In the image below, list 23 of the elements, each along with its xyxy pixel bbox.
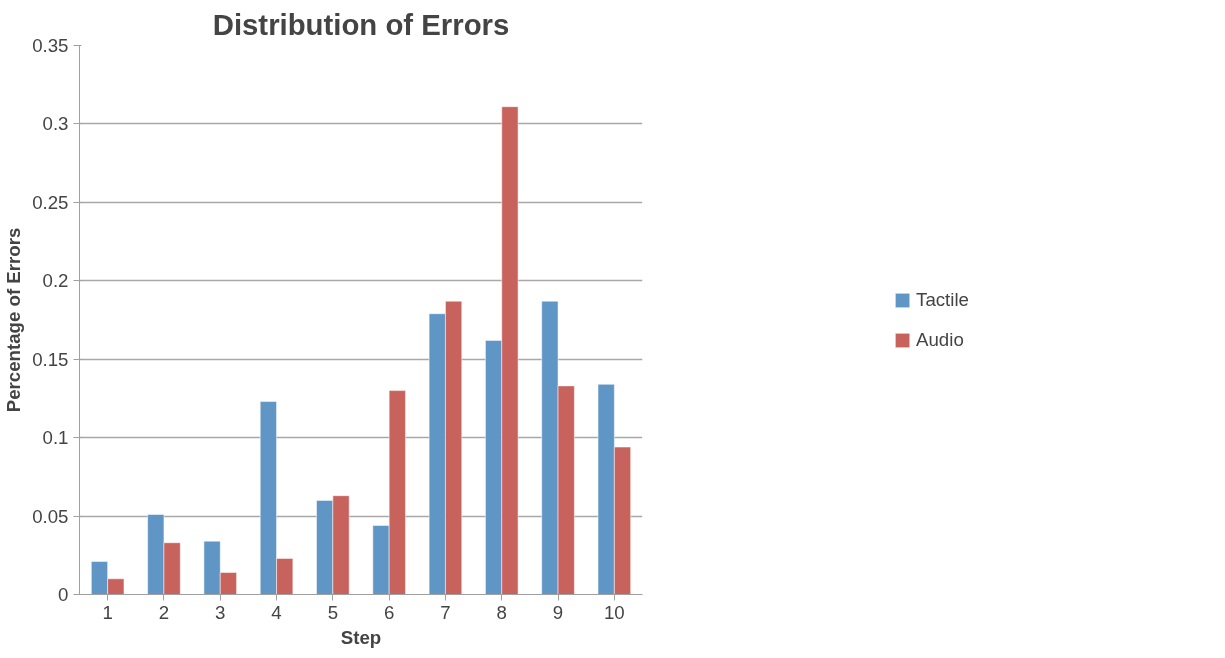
y-tick-label: 0.05 [32, 505, 69, 527]
y-tick-label: 0.3 [42, 113, 69, 135]
y-tick-label: 0.1 [42, 427, 69, 449]
y-tick-label: 0.35 [32, 35, 69, 56]
legend-label: Tactile [916, 288, 969, 311]
y-tick-label: 0 [58, 584, 69, 605]
x-tick-label: 1 [102, 601, 113, 623]
x-tick-label: 6 [383, 601, 395, 623]
x-tick-label: 5 [327, 601, 339, 623]
y-tick-label: 0.15 [32, 348, 69, 370]
x-tick-label: 8 [496, 601, 507, 623]
x-tick-label: 3 [215, 601, 226, 623]
x-tick-label: 2 [158, 601, 170, 623]
y-tick-label: 0.2 [42, 270, 69, 292]
x-tick-label: 10 [603, 601, 625, 623]
chart-title: Distribution of Errors [212, 7, 510, 41]
x-tick-label: 7 [440, 601, 451, 623]
legend-label: Audio [916, 328, 964, 351]
x-tick-label: 4 [271, 601, 282, 623]
x-axis-title: Step [340, 626, 382, 648]
x-tick-label: 9 [552, 601, 564, 623]
y-tick-label: 0.25 [32, 191, 69, 213]
y-axis-title: Percentage of Errors [3, 227, 25, 413]
